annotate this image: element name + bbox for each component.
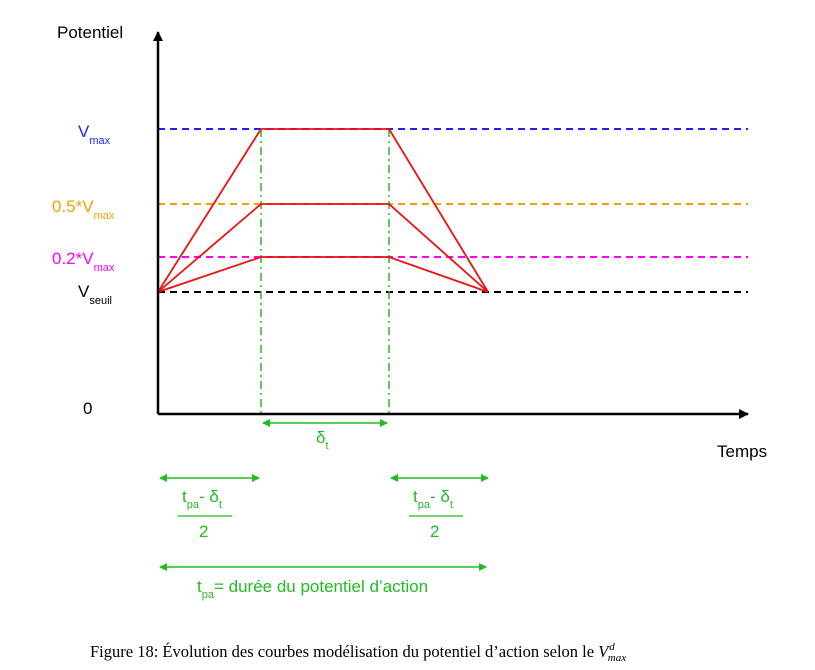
vseuil-label: Vseuil xyxy=(78,282,112,307)
rise-fraction-numerator: tpa- δt xyxy=(182,487,222,511)
rise-fraction-denominator: 2 xyxy=(199,522,208,541)
x-axis-label: Temps xyxy=(717,442,767,461)
vmax-label: Vmax xyxy=(78,122,111,147)
half-vmax-label: 0.5*Vmax xyxy=(52,197,115,222)
zero-label: 0 xyxy=(83,399,92,418)
fall-fraction-denominator: 2 xyxy=(430,522,439,541)
curve-half-vmax xyxy=(157,203,489,293)
fall-fraction-numerator: tpa- δt xyxy=(413,487,453,511)
duration-label: tpa= durée du potentiel d’action xyxy=(197,577,428,601)
curve-vmax xyxy=(157,128,489,293)
curve-fifth-vmax xyxy=(157,256,489,293)
y-axis-label: Potentiel xyxy=(57,23,123,42)
delta-t-label: δt xyxy=(316,428,329,452)
figure-caption: Figure 18: Évolution des courbes modélis… xyxy=(90,641,626,664)
fifth-vmax-label: 0.2*Vmax xyxy=(52,249,115,274)
